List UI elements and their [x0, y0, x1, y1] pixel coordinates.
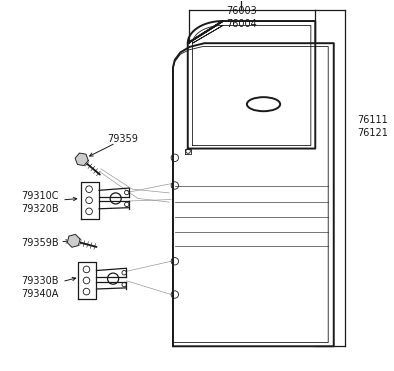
Text: 76003
76004: 76003 76004 — [226, 6, 257, 29]
Text: 79359B: 79359B — [21, 238, 59, 248]
Text: 79310C
79320B: 79310C 79320B — [21, 191, 59, 214]
Text: 79359: 79359 — [108, 134, 139, 144]
Text: 76111
76121: 76111 76121 — [357, 115, 388, 138]
Text: 79330B
79340A: 79330B 79340A — [21, 276, 59, 299]
Polygon shape — [67, 234, 80, 247]
Polygon shape — [75, 153, 88, 165]
